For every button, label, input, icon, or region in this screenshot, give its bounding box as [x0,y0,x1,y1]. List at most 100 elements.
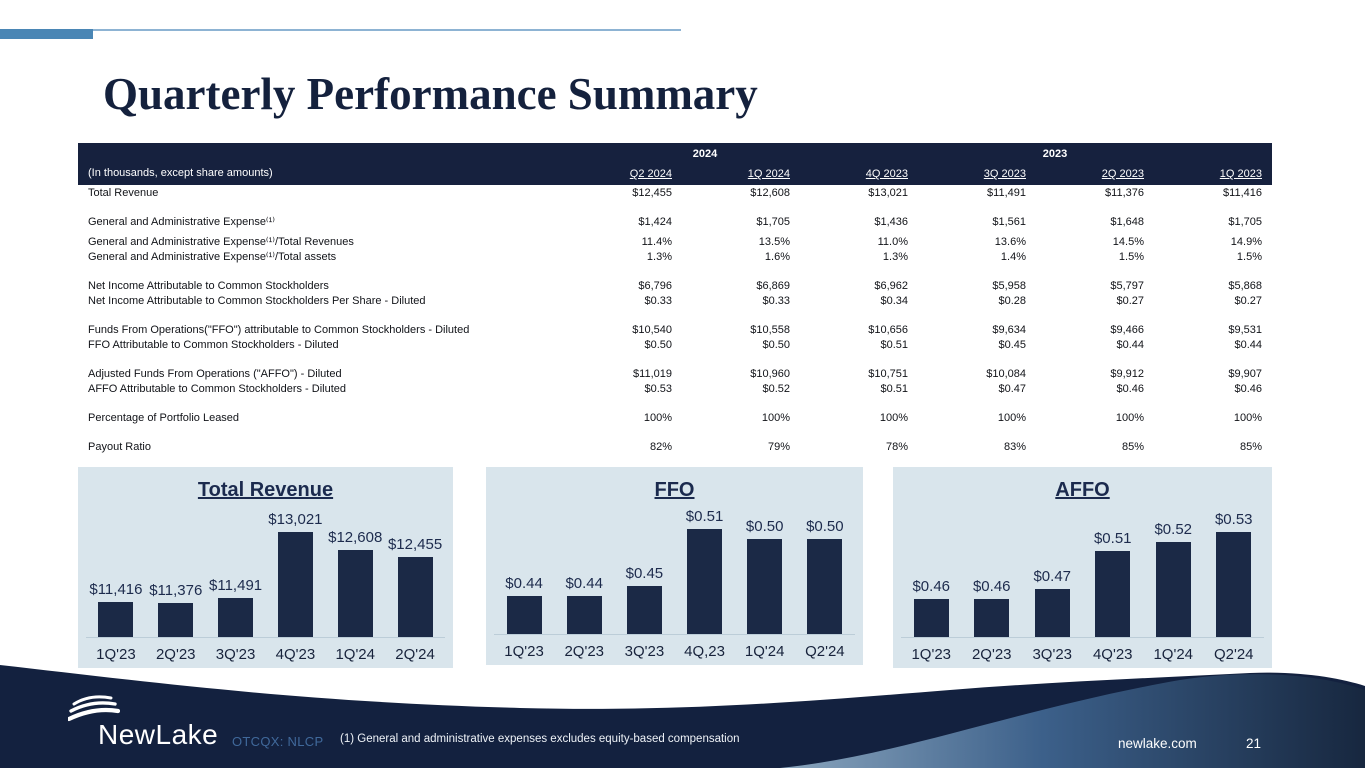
x-axis-labels: 1Q'23 2Q'23 3Q'23 4Q,23 1Q'24 Q2'24 [494,643,855,660]
table-row: FFO Attributable to Common Stockholders … [78,338,1272,353]
table-cell: 11.0% [877,236,908,248]
table-row: Percentage of Portfolio Leased 100% 100% 10… [78,411,1272,426]
table-cell: $0.27 [1234,295,1262,307]
bar [974,599,1010,637]
column-header: 2Q 2023 [1101,168,1144,180]
chart-total-revenue: Total Revenue $11,416 $11,376 $11,491 $13,0… [78,467,453,668]
row-label: Adjusted Funds From Operations ("AFFO") … [88,368,342,380]
table-row: Net Income Attributable to Common Stockh… [78,294,1272,309]
bar-value-label: $0.46 [912,578,951,595]
table-cell: 1.5% [1118,251,1144,263]
table-cell: 100% [761,412,790,424]
table-cell: $6,796 [638,280,672,292]
x-axis-label: 2Q'23 [155,646,196,663]
bar-value-label: $0.44 [505,575,543,592]
header-rule-line [93,29,681,31]
wave-icon [68,695,120,722]
bar [277,532,313,637]
bar-value-label: $0.51 [1093,530,1132,547]
website-link[interactable]: newlake.com [1118,736,1197,751]
bar-value-label: $0.47 [1033,568,1072,585]
table-cell: $9,466 [1110,324,1144,336]
table-cell: $0.50 [762,339,790,351]
page-title: Quarterly Performance Summary [103,69,758,119]
table-cell: 83% [1003,441,1026,453]
row-label: Funds From Operations("FFO") attributabl… [88,324,470,336]
x-axis-label: 1Q'24 [744,643,785,660]
bar-group: $0.47 [1022,568,1082,637]
column-header: 3Q 2023 [983,168,1026,180]
table-cell: 79% [767,441,790,453]
table-cell: 100% [997,412,1026,424]
table-cell: 100% [643,412,672,424]
table-cell: $0.46 [1234,383,1262,395]
table-cell: 100% [1115,412,1144,424]
chart-title: Total Revenue [197,479,334,501]
table-cell: $10,960 [750,368,790,380]
bar-value-label: $0.52 [1154,521,1193,538]
bar-value-label: $0.44 [565,575,603,592]
row-label: Payout Ratio [88,441,151,453]
bar-value-label: $0.53 [1214,511,1253,528]
bar-value-label: $12,608 [328,529,383,546]
table-cell: $0.50 [644,339,672,351]
table-cell: $0.45 [998,339,1026,351]
table-cell: $0.51 [880,339,908,351]
year-group-2024: 2024 [692,148,718,160]
row-label: Percentage of Portfolio Leased [88,412,240,424]
bar-value-label: $11,491 [209,577,263,594]
row-label: General and Administrative Expense⁽¹⁾ [88,216,275,228]
quarterly-table: 2024 2023 (In thousands, except share am… [78,143,1272,455]
bar [506,596,542,634]
x-axis-label: 3Q'23 [215,646,256,663]
bar [747,539,783,634]
table-cell: $13,021 [868,187,908,199]
table-cell: $11,491 [987,187,1026,199]
page-number: 21 [1246,736,1262,751]
chart-title: AFFO [1055,479,1110,501]
bar [158,603,194,637]
bar-group: $0.46 [901,578,961,637]
year-group-2023: 2023 [1042,148,1068,160]
table-cell: $0.33 [644,295,672,307]
table-cell: $6,869 [756,280,790,292]
table-cell: $1,705 [756,216,790,228]
bar-area: $11,416 $11,376 $11,491 $13,021 $12,608 $12,4… [86,498,445,638]
x-axis-label: 4Q'23 [1092,646,1133,663]
bar-group: $12,455 [385,536,445,637]
table-cell: $5,868 [1228,280,1262,292]
table-cell: $12,608 [750,187,790,199]
table-cell: $0.46 [1116,383,1144,395]
table-row: General and Administrative Expense⁽¹⁾ $1,… [78,215,1272,230]
bar-value-label: $0.50 [806,518,844,535]
bar [1216,532,1252,637]
table-body: Total Revenue $12,455 $12,608 $13,021 $11,49… [78,185,1272,455]
x-axis-label: 1Q'24 [335,646,375,663]
bar-value-label: $11,416 [89,581,143,598]
logo-wordmark: NewLake [98,719,219,750]
bar [397,557,433,637]
table-header: 2024 2023 (In thousands, except share am… [78,143,1272,185]
table-cell: $1,424 [638,216,672,228]
table-cell: $9,907 [1228,368,1262,380]
bar [1095,551,1131,637]
table-cell: $10,540 [632,324,672,336]
row-label: Total Revenue [88,187,159,199]
column-headers: Q2 2024 1Q 2024 4Q 2023 3Q 2023 2Q 2023 … [564,168,1272,180]
x-axis-label: 2Q'23 [971,646,1012,663]
x-axis-label: 2Q'23 [564,643,605,660]
table-cell: $0.34 [880,295,908,307]
table-cell: $11,019 [633,368,672,380]
table-cell: $0.33 [762,295,790,307]
bar-group: $0.45 [614,565,674,634]
bar-area: $0.46 $0.46 $0.47 $0.51 $0.52 $0.53 [901,498,1264,638]
table-cell: $0.52 [762,383,790,395]
bar-value-label: $0.46 [972,578,1011,595]
table-cell: 100% [1233,412,1262,424]
table-cell: $5,958 [992,280,1026,292]
table-cell: $1,561 [992,216,1026,228]
bar-group: $0.44 [494,575,554,634]
table-cell: $10,751 [868,368,908,380]
table-cell: $10,084 [986,368,1026,380]
x-axis-label: 3Q'23 [624,643,665,660]
